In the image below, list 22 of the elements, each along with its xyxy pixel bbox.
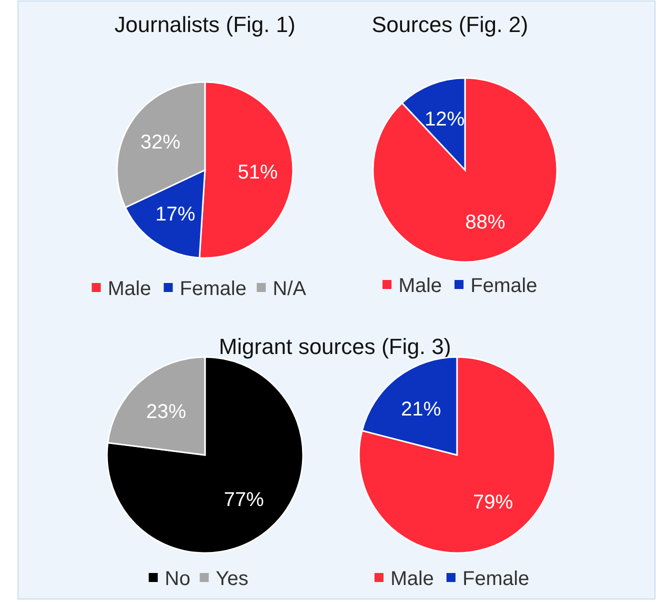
legend-label: Male: [108, 278, 152, 300]
data-label: 12%: [424, 108, 465, 131]
data-label: 51%: [238, 162, 278, 184]
chart-title: Journalists (Fig. 1): [114, 12, 296, 37]
legend-label: Male: [398, 275, 442, 297]
data-label: 88%: [465, 211, 506, 234]
chart-title: Sources (Fig. 2): [372, 12, 528, 37]
data-label: 23%: [146, 400, 186, 423]
data-label: 77%: [224, 489, 264, 512]
legend-label: Male: [390, 568, 434, 590]
legend-label: Female: [462, 568, 530, 590]
legend-label: Female: [180, 278, 246, 300]
data-label: 21%: [400, 398, 442, 421]
data-label: 17%: [155, 204, 196, 226]
data-label: 32%: [140, 132, 181, 154]
legend-label: No: [164, 568, 190, 590]
pie-slice: [372, 77, 558, 263]
chart-title: Migrant sources (Fig. 3): [218, 334, 452, 359]
data-label: 79%: [473, 491, 514, 514]
legend-label: Female: [470, 275, 538, 297]
legend-label: N/A: [272, 278, 307, 300]
legend-label: Yes: [216, 568, 248, 590]
